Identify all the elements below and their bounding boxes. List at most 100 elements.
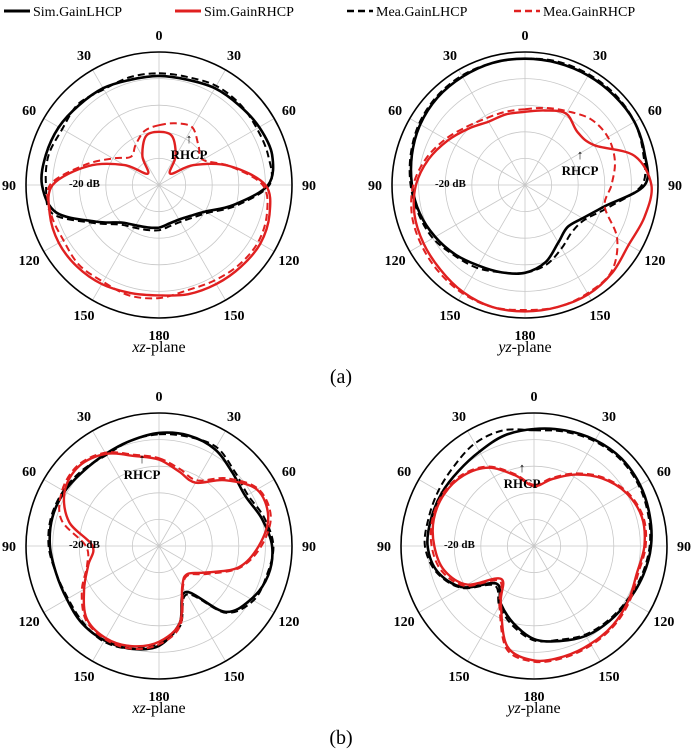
angle-tick-label: 120	[394, 615, 415, 630]
caption-a: (a)	[330, 366, 352, 388]
grid-spoke	[458, 184, 526, 301]
angle-tick-label: 90	[2, 179, 16, 194]
angle-tick-label: 0	[531, 390, 538, 405]
level-label: -20 dB	[444, 539, 476, 551]
caption-b: (b)	[329, 727, 352, 749]
angle-tick-label: 30	[77, 49, 91, 64]
polar-plot-b-yz: 0 30 60 90 120 150 180 150 120 90 60 30 -20 dB ↑RHCP y…	[377, 390, 691, 717]
legend-item-mea-rhcp: Mea.GainRHCP	[514, 5, 635, 20]
angle-tick-label: 30	[227, 410, 241, 425]
angle-tick-label: 0	[156, 390, 163, 405]
legend-label-sim-rhcp: Sim.GainRHCP	[204, 5, 294, 20]
series-sim-lhcp-line	[426, 427, 653, 643]
level-label: -20 dB	[435, 178, 467, 190]
angle-tick-label: 90	[377, 540, 391, 555]
series-mea-lhcp-line	[408, 57, 647, 275]
angle-tick-label: 180	[149, 690, 170, 705]
angle-tick-label: 0	[156, 29, 163, 44]
grid-spoke	[158, 184, 226, 301]
legend: Sim.GainLHCP Sim.GainRHCP Mea.GainLHCP M…	[4, 5, 635, 20]
grid-spoke	[92, 430, 160, 547]
annotation-arrow: ↑	[186, 131, 193, 146]
annotation-arrow: ↑	[577, 147, 584, 162]
angle-tick-label: 150	[224, 309, 245, 324]
plane-var: xz	[131, 700, 146, 717]
angle-tick-label: 60	[657, 465, 671, 480]
legend-label-mea-rhcp: Mea.GainRHCP	[543, 5, 635, 20]
angle-tick-label: 30	[602, 410, 616, 425]
angle-tick-label: 60	[388, 104, 402, 119]
series-sim-rhcp-line	[431, 466, 646, 663]
angle-tick-label: 60	[22, 465, 36, 480]
angle-tick-label: 150	[74, 670, 95, 685]
plane-label: xz-plane	[131, 700, 185, 717]
series-mea-lhcp-line	[44, 72, 273, 232]
angle-tick-label: 90	[677, 540, 691, 555]
level-label: -20 dB	[69, 539, 101, 551]
series-sim-lhcp-line	[40, 74, 275, 230]
grid-spoke	[43, 545, 160, 613]
plane-label: yz-plane	[505, 700, 560, 717]
angle-tick-label: 60	[648, 104, 662, 119]
grid-spoke	[524, 118, 641, 186]
angle-tick-label: 150	[599, 670, 620, 685]
grid-spoke	[533, 545, 650, 613]
angle-tick-label: 60	[22, 104, 36, 119]
angle-tick-label: 180	[149, 329, 170, 344]
angle-tick-label: 30	[77, 410, 91, 425]
angle-tick-label: 60	[282, 465, 296, 480]
angle-tick-label: 120	[19, 254, 40, 269]
angle-tick-label: 90	[2, 540, 16, 555]
series-sim-lhcp-line	[409, 57, 650, 276]
series-sim-rhcp-line	[412, 109, 653, 313]
level-label: -20 dB	[69, 178, 101, 190]
legend-label-mea-lhcp: Mea.GainLHCP	[376, 5, 468, 20]
angle-tick-label: 0	[522, 29, 529, 44]
plane-suffix: -plane	[521, 700, 561, 717]
series-mea-rhcp-line	[58, 451, 272, 651]
angle-tick-label: 120	[19, 615, 40, 630]
angle-tick-label: 120	[653, 615, 674, 630]
grid-spoke	[92, 545, 160, 662]
annotation-label: RHCP	[504, 476, 541, 491]
angle-tick-label: 30	[593, 49, 607, 64]
legend-item-sim-rhcp: Sim.GainRHCP	[175, 5, 294, 20]
grid-spoke	[158, 184, 275, 252]
series-mea-rhcp-line	[46, 122, 269, 300]
grid-spoke	[409, 118, 526, 186]
plane-var: yz	[496, 339, 512, 356]
grid-spoke	[467, 430, 535, 547]
legend-item-mea-lhcp: Mea.GainLHCP	[347, 5, 468, 20]
angle-tick-label: 150	[449, 670, 470, 685]
angle-tick-label: 30	[443, 49, 457, 64]
grid-spoke	[158, 118, 275, 186]
angle-tick-label: 90	[368, 179, 382, 194]
plane-label: yz-plane	[496, 339, 551, 356]
series-sim-rhcp-line	[47, 130, 272, 297]
series-mea-rhcp-line	[429, 465, 648, 664]
angle-tick-label: 30	[227, 49, 241, 64]
plane-suffix: -plane	[512, 339, 552, 356]
grid-spoke	[158, 545, 226, 662]
annotation-arrow: ↑	[519, 460, 526, 475]
grid-spoke	[158, 545, 275, 613]
grid-spoke	[158, 479, 275, 547]
outer-ring	[400, 412, 668, 680]
annotation-label: RHCP	[562, 163, 599, 178]
outer-ring	[25, 412, 293, 680]
angle-tick-label: 30	[452, 410, 466, 425]
plane-var: yz	[505, 700, 521, 717]
grid-spoke	[524, 69, 592, 186]
angle-tick-label: 90	[668, 179, 682, 194]
angle-tick-label: 120	[385, 254, 406, 269]
angle-tick-label: 120	[644, 254, 665, 269]
grid-spoke	[533, 430, 601, 547]
grid-spoke	[92, 184, 160, 301]
annotation-arrow: ↑	[139, 451, 146, 466]
polar-plot-a-yz: 0 30 60 90 120 150 180 150 120 90 60 30 -20 dB ↑RHCP y…	[368, 29, 682, 356]
series-sim-rhcp-line	[62, 452, 270, 648]
angle-tick-label: 60	[282, 104, 296, 119]
outer-ring	[391, 51, 659, 319]
plane-label: xz-plane	[131, 339, 185, 356]
